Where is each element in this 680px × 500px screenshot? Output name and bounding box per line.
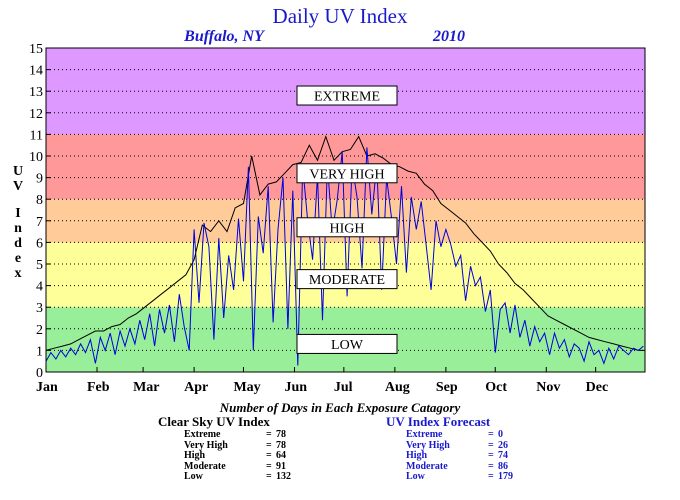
y-tick-label: 8	[36, 193, 43, 208]
y-axis-label-letter: I	[15, 206, 20, 221]
y-axis-label-letter: d	[14, 236, 22, 251]
band-label-very-high: VERY HIGH	[296, 163, 398, 184]
x-tick-label: Apr	[184, 380, 208, 395]
y-tick-label: 14	[29, 64, 43, 79]
y-tick-label: 5	[36, 258, 43, 273]
y-tick-label: 1	[36, 344, 43, 359]
y-tick-label: 13	[29, 85, 43, 100]
x-tick-label: Mar	[133, 380, 159, 395]
clear-sky-row: High = 64	[184, 450, 286, 461]
forecast-summary: UV Index Forecast Extreme = 0 Very High = 26…	[386, 414, 513, 483]
footer-caption: Number of Days in Each Exposure Catagory	[219, 400, 461, 415]
y-tick-label: 6	[36, 236, 43, 251]
forecast-title: UV Index Forecast	[386, 414, 491, 429]
y-tick-label: 12	[29, 107, 43, 122]
y-tick-label: 0	[36, 366, 43, 381]
forecast-row: Moderate = 86	[406, 460, 508, 472]
band-label-box	[296, 333, 398, 354]
x-tick-label: Sep	[436, 380, 458, 395]
band-label-text: HIGH	[330, 221, 365, 236]
plot-frame	[45, 47, 646, 373]
forecast-row: Very High = 26	[406, 439, 508, 451]
x-tick-label: Jan	[36, 380, 58, 395]
band-label-box	[296, 163, 398, 184]
forecast-row: High = 74	[406, 450, 508, 461]
clear-sky-row: Very High = 78	[184, 439, 286, 451]
clear-sky-title: Clear Sky UV Index	[158, 414, 270, 429]
band-label-extreme: EXTREME	[296, 85, 398, 106]
band-label-high: HIGH	[296, 217, 398, 238]
x-tick-label: Nov	[536, 380, 560, 395]
y-tick-label: 15	[29, 42, 43, 57]
y-axis-label-letter: x	[15, 266, 22, 281]
chart-subtitle-year: 2010	[432, 28, 465, 45]
band-label-text: MODERATE	[309, 273, 385, 288]
y-tick-label: 3	[36, 301, 43, 316]
band-labels: LOW MODERATE HIGH VERY HIGH EXTREME	[296, 85, 398, 354]
y-axis-label-letter: n	[14, 221, 22, 236]
x-tick-label: Jun	[284, 380, 307, 395]
band-label-text: VERY HIGH	[309, 167, 384, 182]
band-label-box	[296, 217, 398, 238]
x-axis-ticks: Jan Feb Mar Apr May Jun Jul Aug Sep Oct Nov Dec	[36, 367, 608, 395]
band-label-box	[296, 85, 398, 106]
x-tick-label: May	[233, 380, 260, 395]
chart-subtitle-location: Buffalo, NY	[183, 28, 265, 45]
y-tick-label: 11	[30, 128, 43, 143]
band-label-moderate: MODERATE	[296, 269, 398, 290]
chart-title: Daily UV Index	[273, 4, 408, 28]
y-tick-label: 4	[36, 280, 43, 295]
x-tick-label: Aug	[385, 380, 410, 395]
y-axis-label-letter: V	[13, 179, 23, 194]
y-axis-label-letter: e	[15, 251, 21, 266]
y-tick-label: 10	[29, 150, 43, 165]
band-label-text: EXTREME	[314, 90, 380, 105]
y-tick-label: 9	[36, 172, 43, 187]
series-line-clear-sky	[45, 135, 645, 351]
band-label-text: LOW	[331, 338, 364, 353]
y-tick-label: 7	[36, 215, 43, 230]
forecast-row: Extreme = 0	[406, 429, 503, 440]
clear-sky-row: Moderate = 91	[184, 460, 286, 472]
x-tick-label: Jul	[334, 380, 353, 395]
x-tick-label: Feb	[87, 380, 110, 395]
clear-sky-row: Low = 132	[184, 471, 291, 482]
band-label-box	[296, 269, 398, 290]
x-tick-label: Dec	[586, 380, 609, 395]
y-axis-label-letter: U	[13, 164, 23, 179]
y-tick-label: 2	[36, 323, 43, 338]
clear-sky-summary: Clear Sky UV Index Extreme = 78 Very High =…	[158, 414, 291, 483]
forecast-row: Low = 179	[406, 471, 513, 482]
x-tick-label: Oct	[485, 380, 507, 395]
clear-sky-row: Extreme = 78	[184, 429, 286, 440]
band-label-low: LOW	[296, 333, 398, 354]
